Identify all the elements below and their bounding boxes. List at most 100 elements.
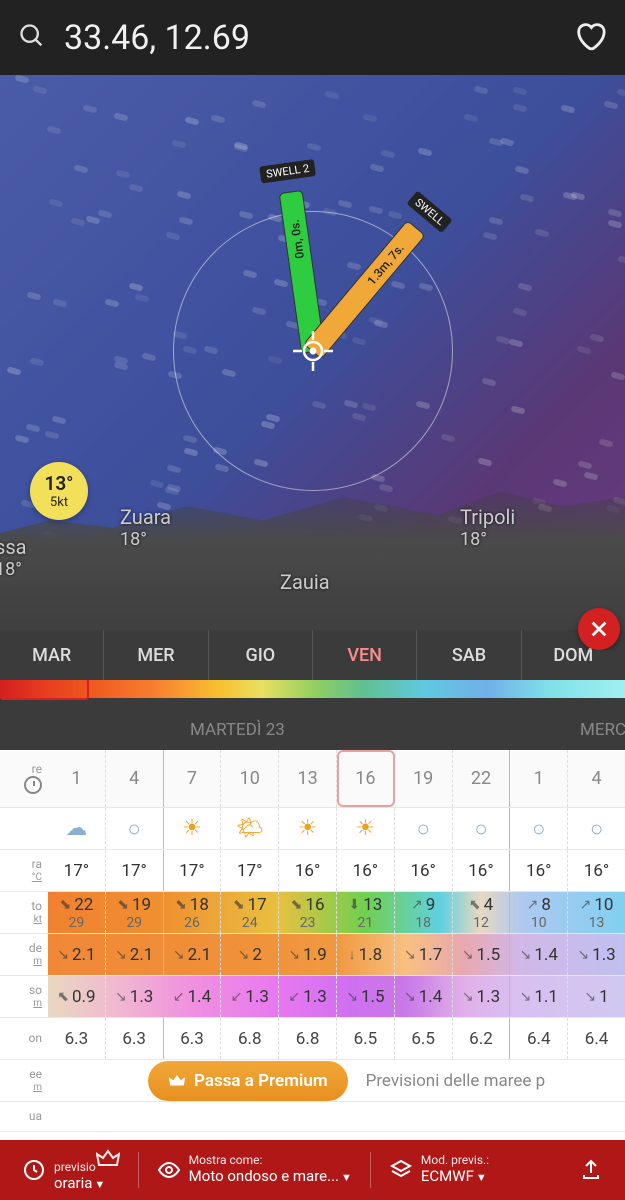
day-tabs: MARMERGIOVENSABDOM <box>0 630 625 680</box>
heart-icon[interactable] <box>573 19 607 57</box>
swell-map[interactable]: Zuara18°Tripoli18°Zauiassa18° 13° 5kt SW… <box>0 75 625 650</box>
data-cell: ↘1.4 <box>395 976 453 1017</box>
forecast-model-button[interactable]: Mod. previs.:ECMWF▼ <box>379 1154 499 1185</box>
data-cell: ↘2 <box>221 934 279 975</box>
data-cell: 17° <box>106 850 164 891</box>
location-badge[interactable]: 13° 5kt <box>30 462 88 520</box>
data-cell: ⬊2229 <box>48 892 106 933</box>
data-cell: ↘1.4 <box>510 934 568 975</box>
data-cell: ↘2.1 <box>48 934 106 975</box>
data-cell: 16° <box>510 850 568 891</box>
close-button[interactable] <box>578 608 620 650</box>
forecast-interval-button[interactable]: previsiooraria▼ <box>12 1147 130 1192</box>
data-cell: ↘1.1 <box>510 976 568 1017</box>
date-2: MERCOLED <box>580 720 625 740</box>
data-cell: ↗918 <box>395 892 453 933</box>
data-cell: 6.3 <box>164 1018 222 1059</box>
day-tab[interactable]: MAR <box>0 630 104 680</box>
hour-cell[interactable]: 7 <box>164 750 222 807</box>
hour-cell[interactable]: 10 <box>221 750 279 807</box>
forecast-table: re 147101316192214 ☁○☀🌤☀☀○○○○ ra°C 17°17… <box>0 750 625 1140</box>
data-cell: 6.5 <box>395 1018 453 1059</box>
data-cell: 16° <box>395 850 453 891</box>
hour-cell[interactable]: 16 <box>337 750 395 807</box>
hour-cell[interactable]: 19 <box>395 750 453 807</box>
hour-cell[interactable]: 4 <box>568 750 625 807</box>
share-button[interactable] <box>569 1158 613 1182</box>
data-cell: ↘1.3 <box>453 976 511 1017</box>
day-tab[interactable]: VEN <box>313 630 417 680</box>
intensity-colorbar[interactable] <box>0 680 625 698</box>
day-tab[interactable]: MER <box>104 630 208 680</box>
bottom-toolbar: previsiooraria▼ Mostra come:Moto ondoso … <box>0 1140 625 1200</box>
data-cell: 6.3 <box>48 1018 106 1059</box>
eye-icon <box>157 1158 181 1182</box>
weather-icon: ☀ <box>337 808 395 849</box>
wind-row: tokt ⬊2229⬊1929⬊1826⬊1724⬊1623⬇1321↗918⬉… <box>0 892 625 934</box>
weather-icon-row: ☁○☀🌤☀☀○○○○ <box>0 808 625 850</box>
data-cell: ⬊1929 <box>106 892 164 933</box>
weather-icon: ○ <box>395 808 453 849</box>
weather-icon: ○ <box>106 808 164 849</box>
data-cell: ↙1.3 <box>279 976 337 1017</box>
data-cell: ↓1.8 <box>337 934 395 975</box>
data-cell: ↘1.5 <box>337 976 395 1017</box>
data-cell: 6.4 <box>510 1018 568 1059</box>
weather-icon: ☀ <box>164 808 222 849</box>
data-cell: 6.4 <box>568 1018 625 1059</box>
tide-row: eem Passa a Premium Previsioni delle mar… <box>0 1060 625 1102</box>
hour-cell[interactable]: 22 <box>453 750 511 807</box>
data-cell: 17° <box>48 850 106 891</box>
data-cell: 6.2 <box>453 1018 511 1059</box>
data-cell: ⬊1724 <box>221 892 279 933</box>
tide-forecast-label: Previsioni delle maree p <box>366 1071 546 1091</box>
data-cell: ↘1.9 <box>279 934 337 975</box>
search-icon[interactable] <box>18 22 46 54</box>
city-label: Tripoli18° <box>460 505 515 550</box>
coordinates-text[interactable]: 33.46, 12.69 <box>64 18 573 58</box>
premium-button[interactable]: Passa a Premium <box>148 1061 348 1101</box>
period-row: on 6.36.36.36.86.86.56.56.26.46.4 <box>0 1018 625 1060</box>
crown-icon <box>168 1072 186 1090</box>
data-cell: 16° <box>279 850 337 891</box>
water-row: ua <box>0 1102 625 1132</box>
wave-row: dem ↘2.1↘2.1↘2.1↘2↘1.9↓1.8↘1.7↘1.5↘1.4↘1… <box>0 934 625 976</box>
hour-cell[interactable]: 1 <box>48 750 106 807</box>
hour-cell[interactable]: 4 <box>106 750 164 807</box>
city-label: Zauia <box>280 570 330 594</box>
swell2-tag: SWELL 2 <box>259 159 316 184</box>
swell1-tag: SWELL <box>406 191 452 234</box>
weather-icon: ☀ <box>279 808 337 849</box>
swell2-label: 0m, 0s. <box>287 219 306 260</box>
data-cell: 17° <box>164 850 222 891</box>
data-cell: ↘2.1 <box>164 934 222 975</box>
share-icon <box>579 1158 603 1182</box>
data-cell: ⬉0.9 <box>48 976 106 1017</box>
city-label: Zuara18° <box>120 505 171 550</box>
data-cell: 6.8 <box>221 1018 279 1059</box>
day-tab[interactable]: SAB <box>417 630 521 680</box>
date-header-row: MARTEDÌ 23 MERCOLED <box>0 710 625 750</box>
coastline <box>0 470 625 650</box>
weather-icon: ○ <box>453 808 511 849</box>
top-search-bar: 33.46, 12.69 <box>0 0 625 75</box>
data-cell: 6.8 <box>279 1018 337 1059</box>
data-cell: ↘1.5 <box>453 934 511 975</box>
data-cell: ⬊1826 <box>164 892 222 933</box>
hour-cell[interactable]: 13 <box>279 750 337 807</box>
map-crosshair <box>293 331 333 371</box>
data-cell: ↘1.7 <box>395 934 453 975</box>
weather-icon: ○ <box>568 808 625 849</box>
hour-cell[interactable]: 1 <box>510 750 568 807</box>
data-cell: ↘2.1 <box>106 934 164 975</box>
day-tab[interactable]: GIO <box>209 630 313 680</box>
layers-icon <box>389 1158 413 1182</box>
data-cell: ⬇1321 <box>337 892 395 933</box>
data-cell: 16° <box>337 850 395 891</box>
display-mode-button[interactable]: Mostra come:Moto ondoso e mare...▼ <box>147 1154 362 1185</box>
weather-icon: ○ <box>510 808 568 849</box>
crown-icon <box>96 1147 120 1171</box>
data-cell: ↙1.3 <box>221 976 279 1017</box>
temperature-row: ra°C 17°17°17°17°16°16°16°16°16°16° <box>0 850 625 892</box>
data-cell: 17° <box>221 850 279 891</box>
